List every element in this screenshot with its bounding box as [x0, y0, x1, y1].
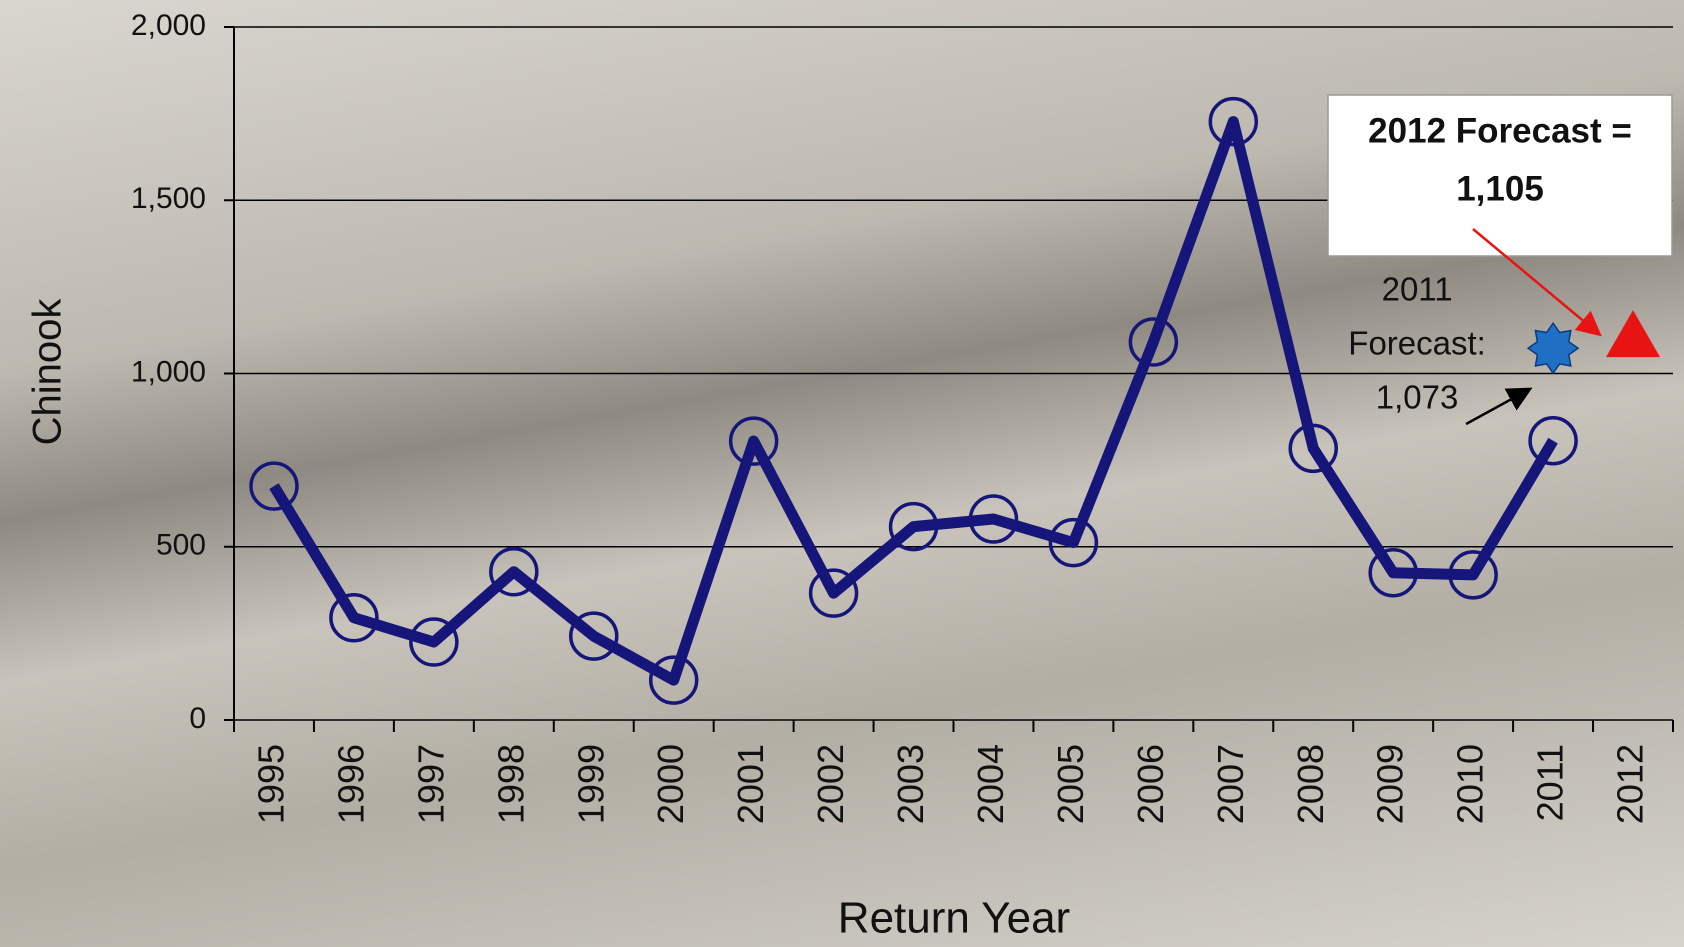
x-tick-label: 2010 — [1450, 744, 1491, 824]
x-tick-label: 1996 — [330, 744, 371, 824]
data-point — [1208, 96, 1259, 147]
x-tick-label: 2000 — [650, 744, 691, 824]
x-tick-label: 2005 — [1050, 744, 1091, 824]
forecast-triangle — [1606, 310, 1661, 358]
annotation-arrow — [1465, 387, 1533, 426]
data-point — [728, 416, 779, 466]
forecast-star — [1526, 321, 1580, 375]
data-point — [1048, 517, 1099, 568]
x-tick-label: 2008 — [1290, 744, 1331, 824]
annotation-value: 1,073 — [1376, 379, 1459, 416]
data-point — [648, 655, 699, 705]
data-point — [1528, 415, 1578, 466]
annotation-text: 2011 — [1382, 271, 1453, 308]
y-tick-label: 0 — [189, 702, 206, 735]
data-point — [808, 568, 859, 618]
x-tick-label: 2012 — [1610, 744, 1651, 824]
data-point — [1288, 423, 1338, 474]
data-point — [329, 593, 379, 643]
x-tick-label: 2009 — [1370, 744, 1411, 824]
data-point — [409, 617, 459, 667]
x-tick-label: 2006 — [1130, 744, 1171, 824]
data-point — [489, 546, 539, 597]
y-tick-label: 500 — [156, 529, 206, 562]
x-tick-label: 1999 — [570, 744, 611, 824]
data-point — [249, 461, 299, 511]
annotation-value: 1,105 — [1456, 169, 1544, 208]
annotation-box — [1327, 94, 1673, 257]
y-tick-label: 2,000 — [131, 9, 206, 42]
annotation-text: 2012 Forecast = — [1368, 111, 1632, 150]
annotation-text: Forecast: — [1348, 325, 1486, 362]
x-tick-label: 2011 — [1530, 744, 1571, 821]
x-tick-label: 2003 — [890, 744, 931, 824]
y-tick-label: 1,000 — [131, 355, 206, 388]
data-point — [968, 494, 1019, 544]
data-line — [269, 116, 1558, 686]
x-tick-label: 1998 — [490, 744, 531, 824]
x-tick-label: 1995 — [250, 744, 291, 824]
data-point — [1368, 547, 1418, 598]
x-tick-label: 2002 — [810, 744, 851, 824]
x-axis-title: Return Year — [838, 894, 1070, 943]
x-tick-label: 2001 — [730, 744, 771, 824]
y-axis-title: Chinook — [26, 298, 70, 446]
data-point — [1448, 550, 1498, 600]
x-tick-label: 2004 — [970, 744, 1011, 824]
x-tick-label: 2007 — [1210, 744, 1251, 824]
y-tick-label: 1,500 — [131, 182, 206, 215]
data-point — [1128, 317, 1179, 367]
annotation-arrow — [1472, 228, 1602, 337]
data-point — [569, 611, 619, 661]
data-point — [888, 501, 939, 552]
x-tick-label: 1997 — [410, 744, 451, 824]
